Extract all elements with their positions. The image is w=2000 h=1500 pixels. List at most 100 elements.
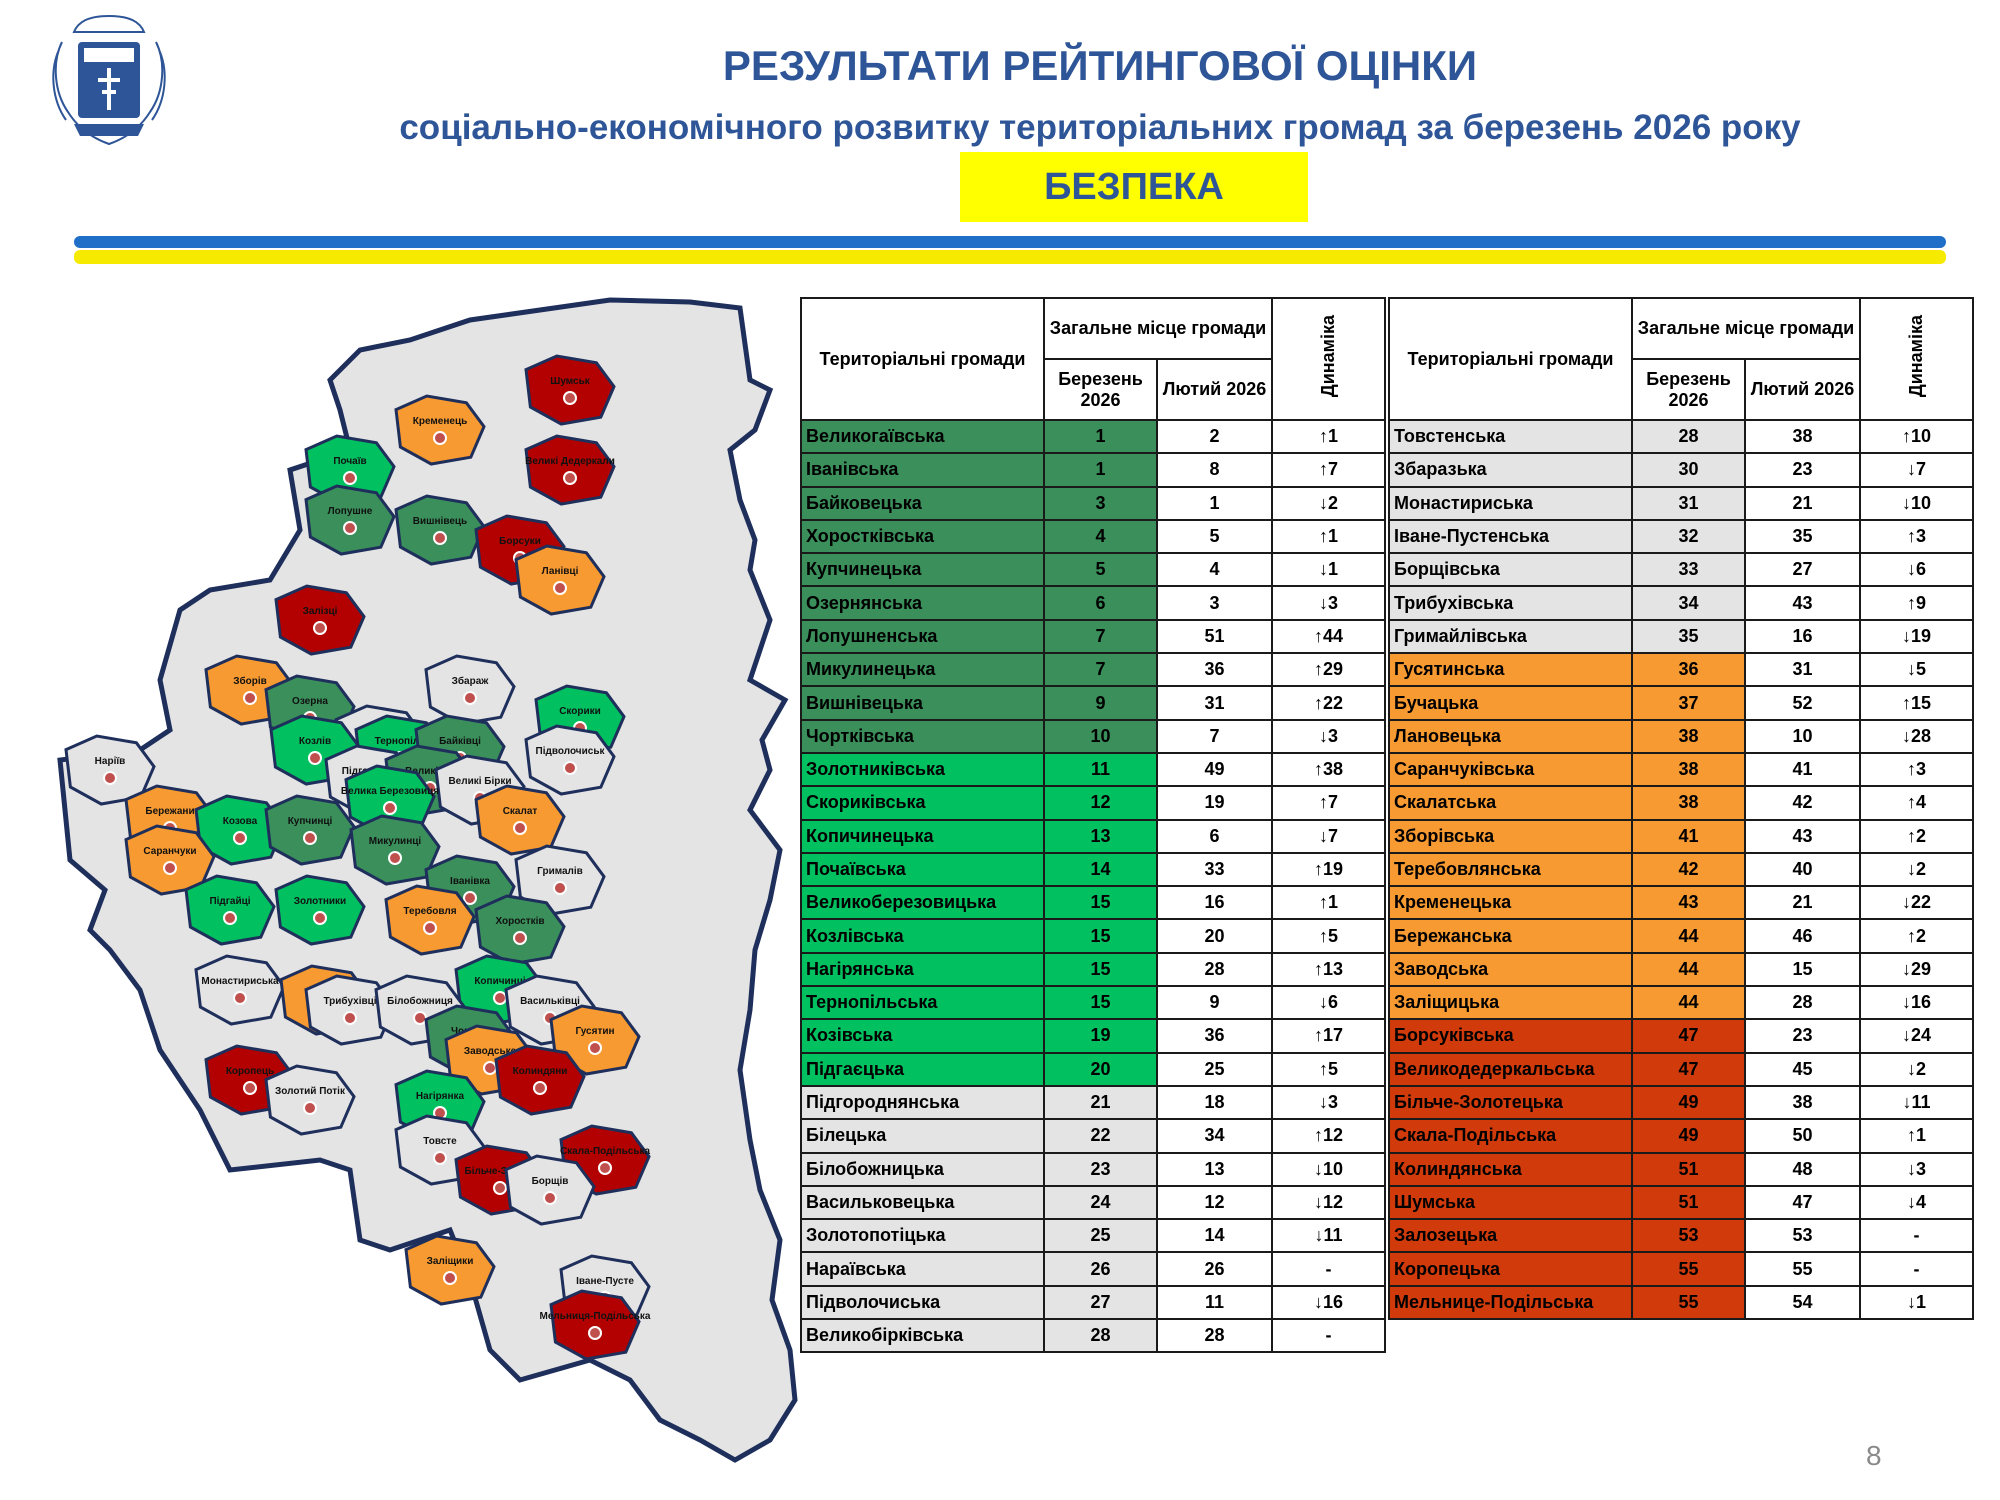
march-place: 3 [1043, 485, 1158, 521]
community-name: Микулинецька [800, 652, 1045, 688]
map-settlement-dot [233, 991, 247, 1005]
map-region-shape [404, 1234, 496, 1306]
map-region-shape [394, 394, 486, 466]
map-region-shape [194, 954, 286, 1026]
table-row: Тернопільська 15 9 ↓6 [800, 985, 1387, 1021]
map-region-label: Заліщики [427, 1256, 474, 1267]
table-row: Іване-Пустенська 32 35 ↑3 [1388, 518, 1975, 555]
map-region-label: Більче-Золоте [465, 1166, 536, 1177]
february-place: 41 [1743, 751, 1862, 788]
map-region-shape [304, 484, 396, 556]
dynamics-value: ↓1 [1271, 552, 1387, 588]
february-place: 31 [1155, 685, 1274, 721]
map-region: Саранчуки [124, 824, 216, 896]
map-region-shape [274, 584, 366, 656]
header-february: Лютий 2026 [1155, 358, 1274, 421]
february-place: 18 [1155, 1084, 1274, 1121]
march-place: 53 [1631, 1218, 1746, 1254]
header-dynamics: Динаміка [1859, 297, 1975, 421]
february-place: 36 [1155, 652, 1274, 688]
table-row: Гримайлівська 35 16 ↓19 [1388, 618, 1975, 655]
map-settlement-dot [343, 521, 357, 535]
february-place: 43 [1743, 818, 1862, 854]
february-place: 33 [1155, 851, 1274, 888]
table-row: Золотниківська 11 49 ↑38 [800, 751, 1387, 788]
community-name: Лановецька [1388, 718, 1633, 754]
map-settlement-dot [598, 1161, 612, 1175]
dynamics-value: ↑15 [1859, 685, 1975, 721]
community-name: Зборівська [1388, 818, 1633, 854]
map-region-shape [304, 434, 396, 506]
march-place: 32 [1631, 518, 1746, 555]
march-place: 24 [1043, 1184, 1158, 1221]
dynamics-value: - [1271, 1251, 1387, 1287]
community-name: Білобожницька [800, 1151, 1045, 1187]
map-region: Скалат [474, 784, 566, 856]
map-region: Шумськ [524, 354, 616, 426]
map-region: Хоростків [474, 894, 566, 966]
map-settlement-dot [303, 831, 317, 845]
dynamics-value: ↓11 [1271, 1218, 1387, 1254]
dynamics-value: ↓1 [1859, 1284, 1975, 1321]
march-place: 38 [1631, 718, 1746, 754]
community-name: Монастириська [1388, 485, 1633, 521]
community-name: Заліщицька [1388, 985, 1633, 1021]
community-name: Гримайлівська [1388, 618, 1633, 655]
february-place: 14 [1155, 1218, 1274, 1254]
table-row: Підгороднянська 21 18 ↓3 [800, 1084, 1387, 1121]
map-region-label: Теребовля [403, 905, 456, 917]
map-region-label: Монастириська [201, 976, 279, 987]
february-place: 42 [1743, 785, 1862, 821]
header-march: Березень 2026 [1043, 358, 1158, 421]
map-region-label: Скорики [559, 706, 601, 717]
header-march: Березень 2026 [1631, 358, 1746, 421]
march-place: 4 [1043, 518, 1158, 555]
map-region-label: Золотий Потік [275, 1086, 346, 1097]
map-region: Золотий Потік [264, 1064, 356, 1136]
map-settlement-dot [163, 861, 177, 875]
map-region: Купчинці [264, 794, 356, 866]
table-row: Коропецька 55 55- [1388, 1251, 1975, 1287]
map-region-label: Трибухівці [323, 995, 376, 1007]
community-name: Козлівська [800, 918, 1045, 954]
february-place: 21 [1743, 885, 1862, 921]
march-place: 42 [1631, 851, 1746, 888]
february-place: 46 [1743, 918, 1862, 954]
february-place: 7 [1155, 718, 1274, 754]
march-place: 5 [1043, 552, 1158, 588]
map-region-label: Великі Гаї [405, 766, 455, 777]
february-place: 19 [1155, 785, 1274, 821]
table-row: Більче-Золотецька 49 38 ↓11 [1388, 1084, 1975, 1121]
table-row: Скалатська 38 42 ↑4 [1388, 785, 1975, 821]
dynamics-value: ↑3 [1859, 518, 1975, 555]
map-region-label: Білобожниця [387, 995, 453, 1007]
table-row: Копичинецька 13 6 ↓7 [800, 818, 1387, 854]
map-region-label: Колиндяни [513, 1066, 568, 1077]
community-name: Хоростківська [800, 518, 1045, 555]
february-place: 36 [1155, 1018, 1274, 1054]
dynamics-value: ↑4 [1859, 785, 1975, 821]
map-region-shape [264, 1064, 356, 1136]
march-place: 28 [1043, 1318, 1158, 1354]
table-row: Борщівська 33 27 ↓6 [1388, 552, 1975, 588]
map-region: Збараж [424, 654, 516, 726]
page-title: РЕЗУЛЬТАТИ РЕЙТИНГОВОЇ ОЦІНКИ [722, 42, 1478, 89]
map-settlement-dot [413, 1011, 427, 1025]
table-row: Бучацька 37 52 ↑15 [1388, 685, 1975, 721]
table-row: Великодедеркальська 47 45 ↓2 [1388, 1051, 1975, 1087]
march-place: 7 [1043, 652, 1158, 688]
march-place: 11 [1043, 751, 1158, 788]
map-region-shape [349, 814, 441, 886]
map-region-label: Козлів [299, 736, 331, 747]
map-settlement-dot [433, 431, 447, 445]
map-region: Ланівці [514, 544, 606, 616]
table-row: Озернянська 6 3 ↓3 [800, 585, 1387, 621]
dynamics-value: ↓3 [1271, 585, 1387, 621]
table-row: Монастириська 31 21 ↓10 [1388, 485, 1975, 521]
february-place: 2 [1155, 418, 1274, 455]
map-settlement-dot [483, 1061, 497, 1075]
dynamics-value: ↓7 [1859, 452, 1975, 488]
table-row: Нагірянська 15 28 ↑13 [800, 951, 1387, 988]
map-region-label: Великі Дедеркали [525, 456, 615, 467]
map-settlement-dot [543, 1191, 557, 1205]
